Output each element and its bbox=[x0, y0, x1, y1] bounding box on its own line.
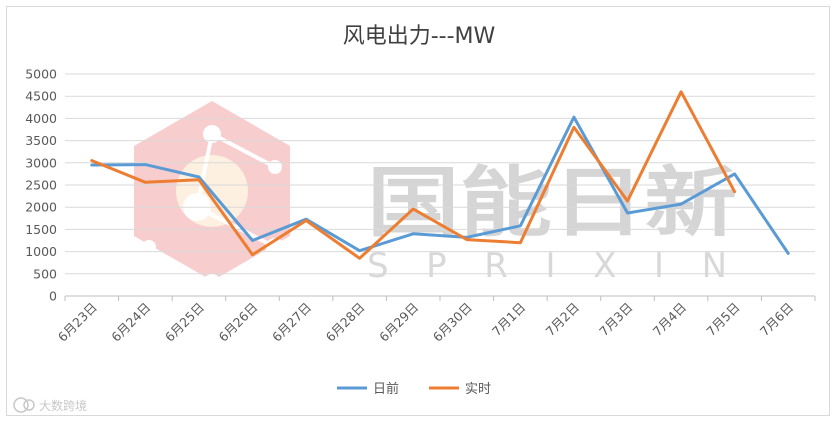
series-layer bbox=[90, 90, 790, 260]
y-tick-label: 0 bbox=[49, 289, 57, 304]
y-tick-label: 3500 bbox=[25, 133, 57, 148]
legend-label-1: 实时 bbox=[465, 382, 491, 397]
x-tick-label: 6月27日 bbox=[269, 300, 314, 345]
x-tick-label: 6月24日 bbox=[108, 300, 153, 345]
y-tick-label: 1000 bbox=[25, 244, 57, 259]
y-tick-label: 3000 bbox=[25, 155, 57, 170]
x-tick-label: 6月25日 bbox=[162, 300, 207, 345]
chart-frame: 国能日新 SPRIXIN 风电出力---MW 0 500 1000 1500 2000 2… bbox=[6, 6, 830, 416]
credit-logo-icon bbox=[13, 397, 29, 413]
x-axis: 6月23日 6月24日 6月25日 6月26日 6月27日 6月28日 6月29日 6月30日… bbox=[55, 295, 816, 345]
chart-title: 风电出力---MW bbox=[343, 24, 496, 49]
x-tick-label: 6月26日 bbox=[215, 300, 260, 345]
x-tick-label: 7月3日 bbox=[596, 300, 636, 340]
x-tick-label: 7月4日 bbox=[650, 300, 690, 340]
y-tick-label: 5000 bbox=[25, 67, 57, 82]
gridlines bbox=[65, 73, 815, 297]
y-tick-label: 4500 bbox=[25, 89, 57, 104]
y-tick-label: 2500 bbox=[25, 178, 57, 193]
credit-badge: 大数跨境 bbox=[13, 397, 87, 413]
series-line-1 bbox=[90, 90, 737, 260]
legend-label-0: 日前 bbox=[373, 381, 399, 397]
series-line-0 bbox=[90, 115, 790, 255]
y-tick-label: 500 bbox=[33, 266, 57, 281]
x-tick-label: 6月23日 bbox=[55, 300, 100, 345]
x-tick-label: 7月6日 bbox=[757, 300, 797, 340]
x-tick-label: 7月5日 bbox=[703, 300, 743, 340]
x-tick-label: 6月29日 bbox=[376, 300, 421, 345]
y-tick-label: 2000 bbox=[25, 200, 57, 215]
y-tick-label: 4000 bbox=[25, 111, 57, 126]
x-tick-label: 6月28日 bbox=[323, 300, 368, 345]
x-tick-label: 7月2日 bbox=[543, 300, 583, 340]
x-tick-label: 6月30日 bbox=[430, 300, 475, 345]
line-chart: 国能日新 SPRIXIN 风电出力---MW 05001000150020002… bbox=[13, 24, 816, 413]
y-axis: 0 500 1000 1500 2000 2500 3000 3500 4000 4500 5000 bbox=[25, 67, 57, 304]
x-tick-label: 7月1日 bbox=[489, 300, 529, 340]
y-tick-label: 1500 bbox=[25, 222, 57, 237]
legend: 日前 实时 bbox=[337, 381, 491, 397]
credit-text: 大数跨境 bbox=[39, 398, 87, 413]
